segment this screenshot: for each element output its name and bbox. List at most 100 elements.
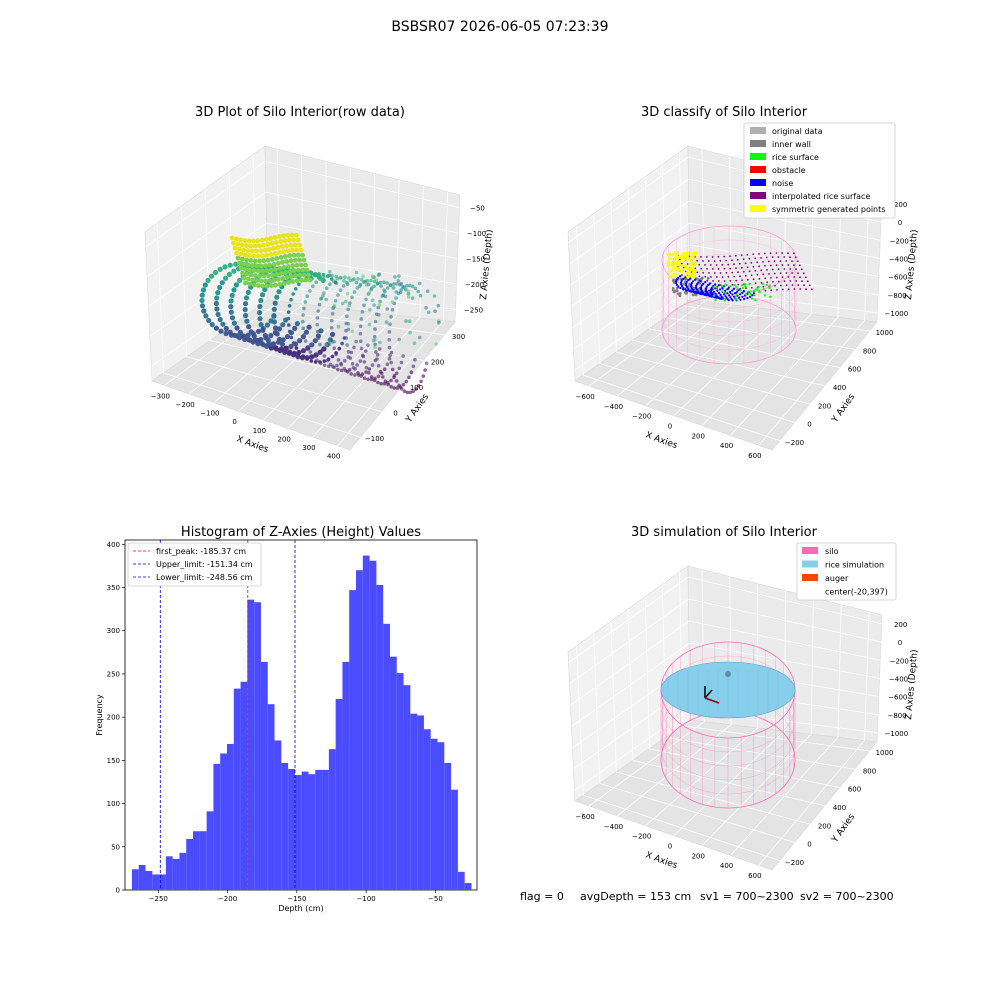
raw-point (265, 273, 271, 279)
hist-bar (159, 874, 166, 890)
raw-y-ticks: −100 0 100 200 300 (365, 333, 465, 443)
raw-point (246, 324, 252, 330)
raw-point (355, 286, 360, 290)
raw-point (347, 303, 352, 308)
raw-point (417, 335, 422, 340)
classify-symmetric-point (682, 252, 686, 256)
raw-z-tick-label: −100 (467, 230, 486, 238)
hist-bar (267, 704, 275, 890)
raw-point (364, 297, 368, 302)
raw-point (261, 273, 267, 279)
raw-point (264, 322, 270, 328)
classify-symmetric-point (671, 261, 675, 265)
raw-point (345, 370, 350, 374)
hist-bar (437, 742, 445, 890)
raw-point (203, 313, 209, 319)
raw-point (208, 273, 215, 279)
classify-noise-point (716, 289, 719, 292)
classify-noise-point (694, 290, 697, 293)
raw-point (219, 280, 225, 286)
classify-rice-point (735, 298, 738, 301)
classify-interpolated-point (682, 266, 685, 269)
raw-point (381, 375, 385, 379)
raw-point (297, 338, 303, 344)
classify-noise-point (677, 276, 680, 279)
hist-bar (457, 871, 465, 890)
raw-x-tick-label: 300 (302, 444, 315, 452)
classify-wall-point (685, 292, 688, 295)
classify-interpolated-point (762, 285, 765, 288)
classify-interpolated-point (709, 264, 712, 266)
raw-point (273, 345, 279, 351)
sim-y-tick-label: 600 (848, 786, 861, 794)
raw-point (322, 363, 327, 368)
raw-point (334, 352, 338, 357)
classify-interpolated-point (702, 260, 704, 262)
sim-legend-swatch (802, 560, 818, 568)
classify-rice-point (763, 294, 767, 297)
raw-point (402, 389, 407, 394)
raw-y-tick-label: 200 (431, 358, 444, 366)
raw-point (359, 277, 364, 282)
raw-grid-x (312, 185, 424, 438)
classify-noise-point (677, 285, 680, 288)
raw-point (274, 256, 280, 261)
raw-point (315, 329, 320, 334)
raw-point (349, 372, 354, 376)
raw-point (287, 237, 292, 243)
classify-interpolated-point (700, 256, 702, 258)
raw-point (390, 308, 395, 312)
classify-noise-point (685, 286, 689, 289)
raw-point (385, 362, 390, 367)
raw-point (258, 248, 264, 254)
raw-point (361, 274, 365, 279)
classify-noise-point (679, 286, 682, 290)
raw-point (297, 257, 303, 263)
raw-grid-x (188, 155, 304, 395)
classify-noise-point (684, 288, 687, 291)
hist-bar (396, 673, 404, 890)
classify-symmetric-point (684, 266, 688, 270)
raw-grid-y (252, 154, 445, 336)
classify-interpolated-point (771, 256, 774, 259)
raw-point (243, 280, 248, 286)
classify-interpolated-point (750, 261, 753, 264)
classify-interpolated-point (752, 265, 755, 268)
raw-point (311, 354, 316, 359)
classify-interpolated-point (731, 283, 734, 286)
raw-point (345, 314, 349, 319)
raw-point (294, 232, 299, 238)
classify-symmetric-point (680, 269, 684, 274)
hist-x-tick-label: −150 (287, 895, 306, 903)
raw-point (260, 327, 266, 333)
raw-point (243, 312, 249, 319)
classify-rice-point (762, 288, 765, 291)
raw-point (217, 266, 223, 272)
sim-legend-label: silo (825, 547, 839, 556)
classify-interpolated-point (775, 252, 778, 254)
classify-rice-point (761, 282, 765, 285)
classify-interpolated-point (763, 252, 766, 255)
sim-z-tick-label: 200 (894, 621, 907, 629)
raw-point (373, 342, 377, 347)
raw-point (362, 376, 367, 381)
raw-point (291, 292, 296, 296)
classify-interpolated-point (789, 280, 792, 282)
classify-rice-point (714, 299, 717, 302)
raw-point (215, 290, 221, 296)
raw-point (397, 274, 401, 278)
raw-point (269, 341, 275, 347)
raw-point (393, 275, 397, 279)
classify-interpolated-point (741, 279, 743, 282)
raw-point (276, 289, 282, 295)
raw-point (341, 284, 346, 288)
classify-symmetric-point (666, 252, 670, 257)
hist-bar (206, 811, 214, 890)
classify-noise-point (684, 276, 687, 279)
classify-interpolated-point (727, 263, 730, 266)
raw-point (242, 252, 248, 258)
classify-rice-point (721, 285, 724, 288)
hist-x-ticks: −250 −200 −150 −100 −50 (149, 890, 443, 903)
raw-point (405, 390, 410, 395)
classify-symmetric-point (686, 257, 691, 261)
